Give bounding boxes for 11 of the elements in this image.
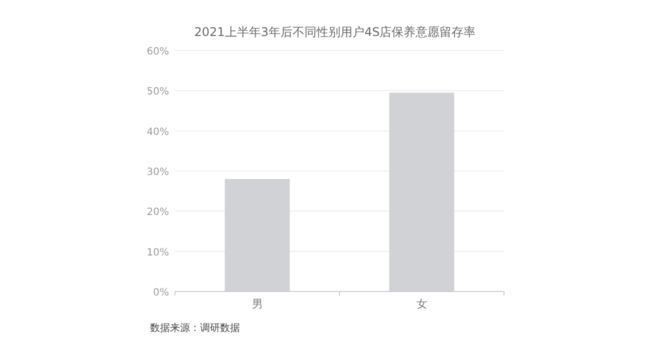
y-tick-label: 0% — [153, 288, 169, 298]
x-tick-label: 男 — [252, 298, 263, 310]
y-tick-label: 60% — [146, 46, 169, 58]
y-tick-label: 20% — [146, 207, 169, 218]
chart-title: 2021上半年3年后不同性别用户4S店保养意愿留存率 — [194, 25, 476, 39]
x-tick-label: 女 — [416, 298, 428, 310]
y-tick-label: 10% — [146, 247, 169, 258]
y-tick-label: 50% — [146, 86, 169, 98]
source-note: 数据来源：调研数据 — [150, 322, 240, 334]
y-tick-label: 40% — [146, 126, 169, 138]
y-tick-label: 30% — [146, 167, 169, 178]
